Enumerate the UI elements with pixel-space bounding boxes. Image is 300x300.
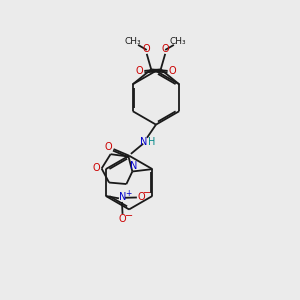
- Text: O: O: [161, 44, 169, 54]
- Text: O: O: [105, 142, 112, 152]
- Text: N: N: [119, 192, 126, 202]
- Text: O: O: [93, 163, 100, 173]
- Text: N: N: [130, 161, 137, 171]
- Text: CH₃: CH₃: [124, 37, 141, 46]
- Text: O: O: [138, 192, 146, 202]
- Text: N: N: [140, 136, 148, 147]
- Text: O: O: [143, 44, 151, 54]
- Text: CH₃: CH₃: [169, 37, 186, 46]
- Text: O: O: [169, 66, 176, 76]
- Text: −: −: [125, 211, 133, 221]
- Text: −: −: [143, 188, 152, 198]
- Text: H: H: [148, 136, 155, 147]
- Text: +: +: [125, 188, 131, 197]
- Text: O: O: [118, 214, 126, 224]
- Text: O: O: [136, 66, 143, 76]
